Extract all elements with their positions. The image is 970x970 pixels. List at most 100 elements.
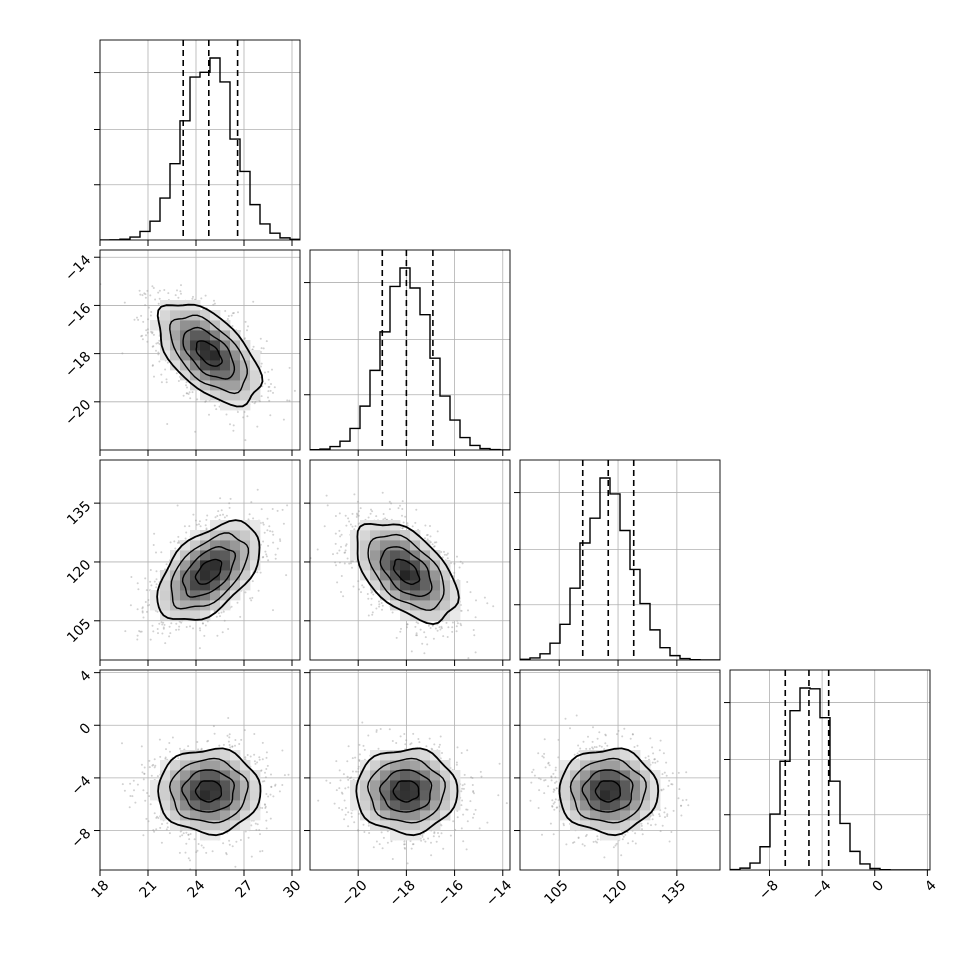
- sample-point: [152, 345, 155, 348]
- density-bin: [380, 590, 391, 601]
- sample-point: [136, 783, 139, 786]
- sample-point: [388, 508, 391, 511]
- sample-point: [219, 514, 222, 517]
- sample-point: [157, 302, 160, 305]
- sample-point: [267, 386, 270, 388]
- sample-point: [425, 534, 428, 537]
- sample-point: [436, 629, 439, 632]
- sample-point: [227, 315, 230, 317]
- sample-point: [165, 563, 168, 566]
- sample-point: [440, 625, 443, 628]
- sample-point: [206, 514, 209, 517]
- sample-point: [224, 310, 227, 312]
- density-bin: [440, 580, 451, 591]
- sample-point: [155, 570, 158, 573]
- sample-point: [354, 525, 357, 528]
- sample-point: [192, 513, 195, 516]
- sample-point: [426, 643, 429, 646]
- sample-point: [417, 622, 420, 625]
- sample-point: [414, 521, 417, 524]
- sample-point: [141, 294, 144, 297]
- sample-point: [178, 625, 181, 628]
- sample-point: [163, 289, 166, 291]
- sample-point: [274, 557, 277, 560]
- sample-point: [423, 652, 426, 655]
- density-bin: [240, 390, 251, 401]
- density-bin: [210, 370, 221, 381]
- density-bin: [230, 540, 241, 551]
- sample-point: [236, 601, 239, 604]
- sample-point: [136, 638, 139, 641]
- sample-point: [429, 525, 431, 527]
- density-bin: [180, 340, 191, 351]
- sample-point: [267, 370, 270, 373]
- sample-point: [145, 334, 147, 337]
- sample-point: [215, 615, 218, 618]
- sample-point: [157, 353, 160, 356]
- sample-point: [188, 391, 191, 394]
- sample-point: [345, 543, 348, 546]
- density-bin: [390, 570, 401, 581]
- sample-point: [182, 394, 185, 397]
- sample-point: [414, 625, 417, 628]
- sample-point: [147, 306, 150, 309]
- density-bin: [200, 360, 211, 371]
- density-bin: [200, 590, 211, 601]
- sample-point: [176, 541, 179, 544]
- sample-point: [185, 392, 188, 395]
- density-bin: [220, 540, 231, 551]
- sample-point: [158, 339, 161, 342]
- density-bin: [200, 370, 211, 381]
- sample-point: [453, 571, 456, 574]
- sample-point: [269, 414, 272, 417]
- histogram-step-line: [310, 267, 510, 450]
- sample-point: [461, 562, 464, 565]
- density-bin: [220, 370, 231, 381]
- sample-point: [360, 591, 362, 594]
- sample-point: [154, 764, 157, 767]
- density-bin: [190, 610, 201, 621]
- sample-point: [247, 518, 250, 521]
- sample-point: [357, 510, 360, 513]
- sample-point: [166, 822, 169, 825]
- sample-point: [372, 593, 375, 596]
- density-bin: [410, 610, 421, 621]
- sample-point: [353, 528, 356, 531]
- sample-point: [199, 525, 202, 528]
- sample-point: [152, 630, 155, 633]
- sample-point: [474, 616, 477, 619]
- density-bin: [150, 320, 161, 331]
- density-bin: [370, 540, 381, 551]
- sample-point: [222, 610, 225, 613]
- sample-point: [164, 756, 167, 759]
- density-bin: [200, 320, 211, 331]
- sample-point: [401, 527, 404, 530]
- sample-point: [362, 586, 365, 589]
- sample-point: [447, 626, 450, 629]
- sample-point: [197, 748, 200, 751]
- density-bin: [170, 600, 181, 611]
- sample-point: [369, 512, 372, 515]
- sample-point: [266, 529, 269, 532]
- sample-point: [213, 404, 216, 407]
- sample-point: [180, 284, 182, 287]
- density-bin: [240, 370, 251, 381]
- sample-point: [370, 508, 372, 511]
- sample-point: [138, 630, 141, 632]
- sample-point: [265, 553, 268, 556]
- sample-point: [264, 805, 267, 808]
- contour-line: [156, 303, 264, 408]
- sample-point: [325, 494, 328, 497]
- density-bin: [190, 530, 201, 541]
- sample-point: [178, 541, 181, 544]
- density-bin: [240, 550, 251, 561]
- sample-point: [381, 604, 384, 607]
- sample-point: [213, 302, 216, 305]
- density-bin: [380, 560, 391, 571]
- density-bin: [220, 570, 231, 581]
- sample-point: [165, 378, 168, 381]
- sample-point: [141, 607, 144, 610]
- sample-point: [455, 630, 458, 633]
- sample-point: [212, 303, 215, 306]
- sample-point: [243, 338, 246, 341]
